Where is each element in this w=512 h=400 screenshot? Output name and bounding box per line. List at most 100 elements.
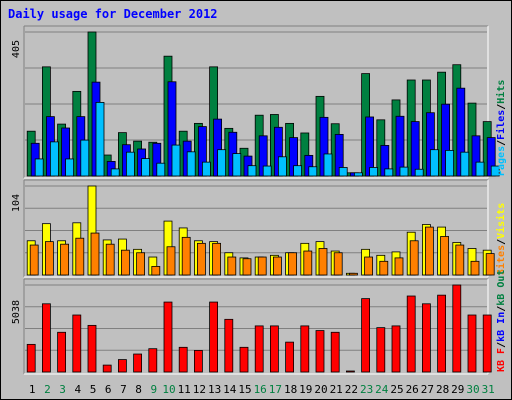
bar-top-pages-30 (475, 161, 485, 177)
chart-title: Daily usage for December 2012 (8, 7, 218, 21)
bar-top-files-26 (410, 121, 420, 177)
x-tick-label-13: 13 (208, 383, 221, 396)
bar-top-pages-8 (141, 158, 151, 177)
x-tick-label-7: 7 (120, 383, 127, 396)
bar-top-pages-28 (445, 149, 455, 177)
bar-bottom-kb-f-19 (300, 325, 310, 373)
bar-bottom-kb-f-31 (482, 314, 492, 373)
x-tick-label-8: 8 (135, 383, 142, 396)
x-tick-label-1: 1 (29, 383, 36, 396)
bar-middle-sites-27 (424, 226, 434, 276)
bar-top-pages-19 (308, 166, 318, 177)
x-tick-label-17: 17 (269, 383, 282, 396)
scale-label-middle: 104 (11, 194, 22, 212)
bar-middle-sites-30 (470, 260, 480, 276)
x-tick-label-23: 23 (360, 383, 373, 396)
bar-bottom-kb-f-27 (421, 303, 431, 373)
x-tick-label-9: 9 (150, 383, 157, 396)
x-tick-label-26: 26 (406, 383, 419, 396)
x-tick-label-24: 24 (375, 383, 389, 396)
bar-middle-sites-22 (348, 272, 358, 276)
bar-bottom-kb-f-21 (330, 331, 340, 373)
x-tick-label-19: 19 (299, 383, 312, 396)
bar-middle-sites-16 (257, 256, 267, 276)
bar-top-pages-29 (460, 151, 470, 177)
bar-top-pages-31 (490, 165, 500, 177)
bar-top-pages-20 (323, 153, 333, 177)
x-tick-label-31: 31 (482, 383, 495, 396)
bar-middle-sites-6 (105, 243, 115, 276)
x-tick-label-16: 16 (254, 383, 267, 396)
bar-bottom-kb-f-25 (391, 325, 401, 373)
x-tick-label-10: 10 (162, 383, 175, 396)
bar-bottom-kb-f-16 (254, 325, 264, 373)
x-tick-label-22: 22 (345, 383, 358, 396)
legend-entry: Files (495, 110, 507, 140)
x-tick-label-6: 6 (105, 383, 112, 396)
bar-middle-sites-5 (90, 232, 100, 276)
bar-middle-sites-14 (227, 256, 237, 276)
bar-top-pages-23 (369, 167, 379, 177)
bar-top-pages-5 (95, 102, 105, 177)
bar-bottom-kb-f-10 (163, 301, 173, 373)
bar-bottom-kb-f-11 (178, 346, 188, 373)
x-tick-label-14: 14 (223, 383, 237, 396)
x-tick-label-2: 2 (44, 383, 51, 396)
bar-bottom-kb-f-20 (315, 330, 325, 373)
legend-entry: / (496, 306, 507, 312)
x-tick-label-29: 29 (451, 383, 464, 396)
bar-middle-sites-18 (288, 252, 298, 276)
bar-middle-sites-3 (60, 243, 69, 276)
legend-top: Pages/Files/Hits (495, 80, 507, 176)
bar-middle-sites-26 (409, 240, 419, 276)
bar-middle-sites-7 (121, 249, 130, 276)
bar-middle-sites-9 (151, 266, 161, 276)
bar-bottom-kb-f-13 (209, 301, 219, 373)
bar-bottom-kb-f-6 (102, 364, 112, 373)
bar-bottom-kb-f-4 (72, 314, 82, 373)
x-tick-label-15: 15 (238, 383, 251, 396)
scale-label-top: 405 (11, 40, 22, 58)
legend-entry: KB F (496, 348, 507, 372)
legend-bottom: KB F/kB In/kB Out (496, 270, 507, 372)
bar-top-pages-1 (34, 158, 44, 177)
bar-top-pages-12 (201, 161, 211, 177)
bar-middle-sites-10 (166, 246, 176, 276)
scale-label-bottom: 5038 (11, 300, 22, 324)
bar-bottom-kb-f-23 (361, 298, 371, 373)
bar-middle-sites-12 (196, 242, 206, 276)
bar-middle-sites-2 (45, 241, 54, 276)
bar-middle-sites-1 (29, 244, 39, 276)
bar-middle-sites-17 (272, 256, 282, 276)
bar-bottom-kb-f-17 (269, 325, 279, 373)
bar-middle-sites-4 (75, 237, 85, 276)
legend-entry: / (496, 239, 507, 245)
legend-entry: kB In (496, 312, 507, 342)
bar-top-pages-7 (126, 151, 135, 177)
bar-top-pages-21 (338, 167, 348, 177)
legend-entry: Visits (495, 203, 507, 239)
bar-middle-sites-23 (364, 256, 374, 276)
bar-top-pages-24 (384, 168, 394, 177)
legend-middle: Sites/Visits (495, 203, 507, 275)
bar-bottom-kb-f-2 (42, 303, 51, 373)
bar-middle-sites-8 (136, 252, 146, 276)
legend-entry: Hits (495, 80, 507, 104)
legend-entry: / (496, 140, 507, 146)
bar-bottom-kb-f-28 (437, 294, 447, 373)
legend-entry: kB Out (496, 270, 507, 306)
bar-bottom-kb-f-15 (239, 346, 249, 373)
bar-bottom-kb-f-30 (467, 314, 477, 373)
bar-top-pages-14 (232, 153, 242, 177)
x-tick-label-21: 21 (330, 383, 343, 396)
bar-bottom-kb-f-24 (376, 327, 386, 373)
bar-top-pages-2 (50, 141, 59, 177)
bar-middle-sites-31 (485, 253, 495, 276)
bar-bottom-kb-f-26 (406, 295, 416, 373)
bar-middle-sites-19 (303, 250, 313, 276)
x-tick-label-30: 30 (466, 383, 479, 396)
bar-bottom-kb-f-5 (87, 324, 97, 373)
legend-entry: Sites (495, 245, 507, 275)
bar-bottom-kb-f-22 (345, 370, 355, 373)
x-tick-label-12: 12 (193, 383, 206, 396)
